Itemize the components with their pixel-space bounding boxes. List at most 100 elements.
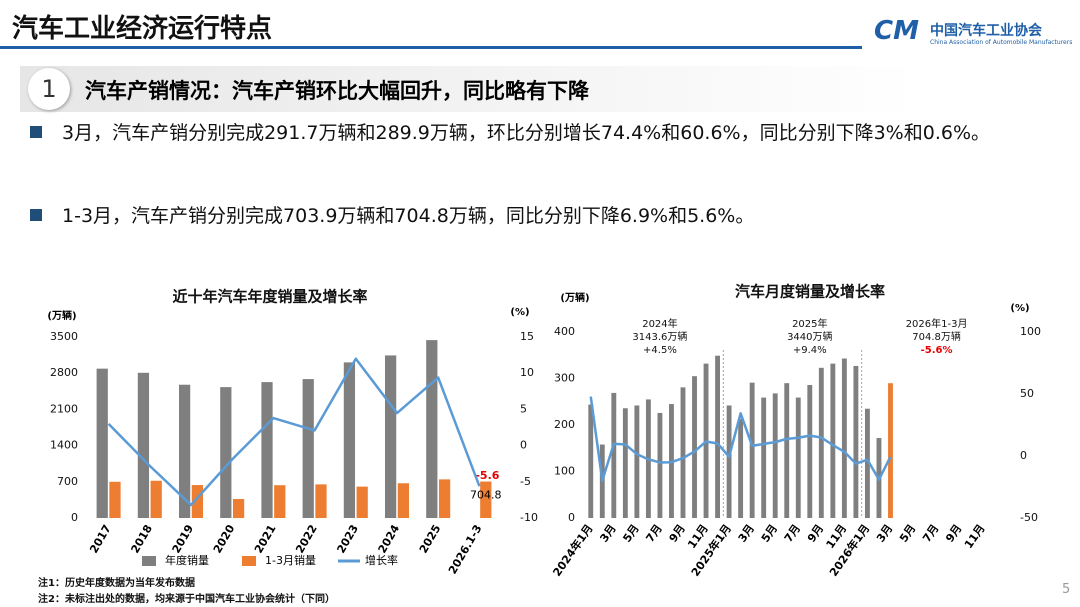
slide-title: 汽车工业经济运行特点 [12,14,273,44]
annotation: 2025年 [792,317,827,330]
bar [178,384,191,518]
bar [807,385,813,518]
y-tick-label: 700 [57,475,78,488]
line [107,357,481,507]
note: 注1：历史年度数据为当年发布数据 [38,578,195,589]
bar [853,365,859,518]
x-tick-label: 9月 [667,522,688,545]
bar [191,485,204,518]
x-tick-label: 2026.1-3 [446,523,485,577]
annotation: -5.6% [921,345,953,356]
bar [588,404,594,518]
y2-tick-label: -10 [520,511,538,524]
bar [384,355,397,518]
y2-tick-label: 10 [520,366,534,379]
bar [480,481,492,518]
bullet-text: 3月，汽车产销分别完成291.7万辆和289.9万辆，环比分别增长74.4%和6… [62,122,991,144]
bar [761,397,767,518]
bar [738,418,744,518]
bar [315,484,327,518]
y2-tick-label: -5 [520,475,531,488]
logo: CM 中国汽车工业协会 China Association of Automob… [862,14,1080,54]
legend-label: 年度销量 [165,553,209,567]
legend-swatch [142,556,156,566]
x-tick-label: 2017 [87,523,114,556]
x-tick-label: 2024 [376,522,403,555]
legend-swatch [242,556,256,566]
legend-label: 增长率 [365,553,398,567]
bar [726,405,732,518]
y-tick-label: 2100 [50,402,78,415]
chart-title: 汽车月度销量及增长率 [735,283,885,301]
y2-tick-label: 100 [1020,325,1041,338]
y2-tick-label: 15 [520,330,534,343]
x-tick-label: 3月 [597,522,618,545]
bar [784,383,790,518]
section-heading: 汽车产销情况：汽车产销环比大幅回升，同比略有下降 [85,79,589,103]
bar [622,408,628,518]
y-tick-label: 100 [554,465,575,478]
data-label: -5.6 [475,469,499,482]
x-tick-label: 2021 [252,523,279,556]
bullet-text: 1-3月，汽车产销分别完成703.9万辆和704.8万辆，同比分别下降6.9%和… [62,205,755,227]
line [589,396,892,482]
y-axis-label: (万辆) [47,309,76,322]
x-tick-label: 3月 [874,522,895,545]
bar [841,358,847,518]
logo-mark: CM [874,16,919,46]
bar [680,387,686,518]
annotation: 3143.6万辆 [632,330,687,343]
section-band [20,66,920,112]
bar [611,392,617,518]
bar [438,479,451,518]
annotation: 2024年 [642,317,677,330]
x-tick-label: 7月 [920,522,941,545]
y-tick-label: 0 [568,511,575,524]
x-tick-label: 2024年1月 [550,521,596,578]
header-rule [0,46,1080,49]
chart-title: 近十年汽车年度销量及增长率 [172,288,367,306]
y2-axis-label: (%) [1010,303,1029,314]
bar [818,367,824,518]
bar [426,340,438,518]
y-tick-label: 300 [554,372,575,385]
y-tick-label: 200 [554,418,575,431]
y-tick-label: 3500 [50,330,78,343]
x-tick-label: 2025 [417,523,444,556]
bar [830,363,836,518]
y2-tick-label: 5 [520,402,527,415]
annotation: 3440万辆 [787,330,832,343]
data-label: 704.8 [470,489,502,502]
bar [232,499,245,518]
bar [137,372,150,518]
bar [274,485,286,518]
y2-tick-label: 50 [1020,387,1034,400]
logo-name: 中国汽车工业协会 [930,23,1042,39]
y-axis-label: (万辆) [560,291,589,304]
x-tick-label: 5月 [897,522,918,545]
bullet-marker [30,126,42,138]
x-tick-label: 5月 [759,522,780,545]
x-tick-label: 2020 [211,522,238,555]
note: 注2：未标注出处的数据，均来源于中国汽车工业协会统计（下同） [38,594,335,605]
x-tick-label: 2019 [170,523,197,556]
bar [109,481,121,518]
bar [692,376,697,518]
bar [749,382,755,518]
bar [343,362,356,518]
annotation: +9.4% [793,345,827,356]
bar [634,405,640,518]
bar [795,397,801,518]
annotation: 2026年1-3月 [906,317,968,330]
y-tick-label: 0 [71,511,78,524]
y-tick-label: 2800 [50,366,78,379]
y-tick-label: 400 [554,325,575,338]
x-tick-label: 9月 [805,522,826,545]
x-tick-label: 9月 [943,522,964,545]
bar [261,382,273,518]
y2-axis-label: (%) [510,307,529,318]
x-tick-label: 2023 [334,523,361,556]
x-tick-label: 5月 [620,522,641,545]
